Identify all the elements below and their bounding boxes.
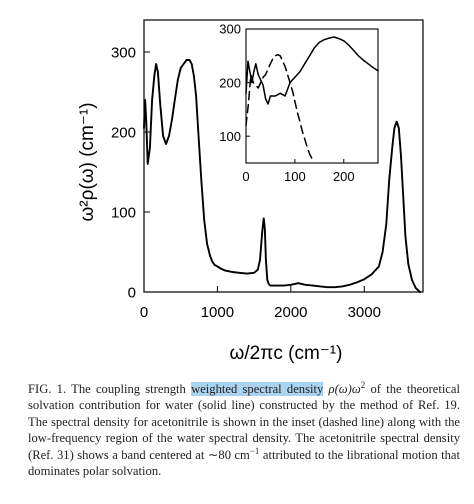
caption-prefix: FIG. 1. The coupling strength bbox=[28, 382, 192, 396]
main-series-solid-line bbox=[143, 59, 422, 293]
main-y-axis-label: ω²ρ(ω) (cm⁻¹) bbox=[77, 102, 98, 221]
main-xtick-label-2: 2000 bbox=[274, 304, 307, 321]
caption-math: ρ(ω)ω bbox=[323, 382, 361, 396]
figure: 0 100 200 300 0 1000 2000 3000 100 200 300 0 100 2… bbox=[77, 19, 424, 364]
inset-x-axis: 0 100 200 bbox=[242, 159, 355, 184]
figure-caption: FIG. 1. The coupling strength weighted s… bbox=[28, 379, 460, 479]
inset-ytick-label-2: 300 bbox=[219, 22, 241, 37]
inset-series-dashed-line bbox=[245, 53, 316, 163]
inset-ytick-label-0: 100 bbox=[219, 129, 241, 144]
caption-tail: attributed to the librational motion tha… bbox=[28, 447, 460, 479]
inset-xtick-label-2: 200 bbox=[333, 169, 355, 184]
main-x-axis: 0 1000 2000 3000 bbox=[140, 286, 381, 321]
inset-series-solid-line bbox=[245, 36, 379, 105]
main-xtick-label-0: 0 bbox=[140, 304, 148, 321]
main-plot-frame bbox=[143, 19, 424, 293]
main-ytick-label-3: 300 bbox=[111, 44, 136, 61]
caption-body: of the theoretical solvation contributio… bbox=[28, 382, 460, 462]
main-xtick-label-1: 1000 bbox=[201, 304, 234, 321]
caption-body-sup: −1 bbox=[249, 445, 260, 456]
inset-xtick-label-0: 0 bbox=[242, 169, 249, 184]
inset-xtick-label-1: 100 bbox=[284, 169, 306, 184]
main-series-group bbox=[143, 59, 422, 293]
inset-ytick-label-1: 200 bbox=[219, 75, 241, 90]
main-ytick-label-1: 100 bbox=[111, 204, 136, 221]
main-x-axis-label: ω/2πc (cm⁻¹) bbox=[230, 343, 343, 364]
main-ytick-label-0: 0 bbox=[128, 284, 136, 301]
caption-math-sup: 2 bbox=[360, 379, 366, 390]
main-xtick-label-3: 3000 bbox=[348, 304, 381, 321]
inset-series-group bbox=[245, 36, 379, 163]
chart-svg: 0 100 200 300 0 1000 2000 3000 100 200 300 0 100 2… bbox=[77, 19, 424, 364]
main-y-axis: 0 100 200 300 bbox=[111, 44, 150, 301]
caption-highlight: weighted spectral density bbox=[191, 382, 324, 396]
main-ytick-label-2: 200 bbox=[111, 124, 136, 141]
